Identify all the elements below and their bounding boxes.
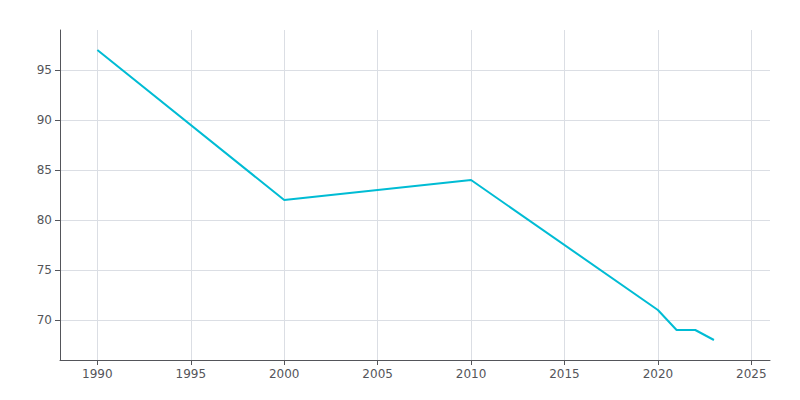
svg-text:2000: 2000 xyxy=(269,367,300,381)
svg-text:2015: 2015 xyxy=(549,367,580,381)
svg-text:2020: 2020 xyxy=(643,367,674,381)
svg-text:95: 95 xyxy=(37,63,52,77)
svg-text:75: 75 xyxy=(37,263,52,277)
svg-text:1995: 1995 xyxy=(176,367,207,381)
svg-text:2025: 2025 xyxy=(736,367,767,381)
svg-text:70: 70 xyxy=(37,313,52,327)
svg-text:85: 85 xyxy=(37,163,52,177)
svg-text:2010: 2010 xyxy=(456,367,487,381)
svg-text:90: 90 xyxy=(37,113,52,127)
svg-text:1990: 1990 xyxy=(82,367,113,381)
svg-text:2005: 2005 xyxy=(362,367,393,381)
svg-text:80: 80 xyxy=(37,213,52,227)
